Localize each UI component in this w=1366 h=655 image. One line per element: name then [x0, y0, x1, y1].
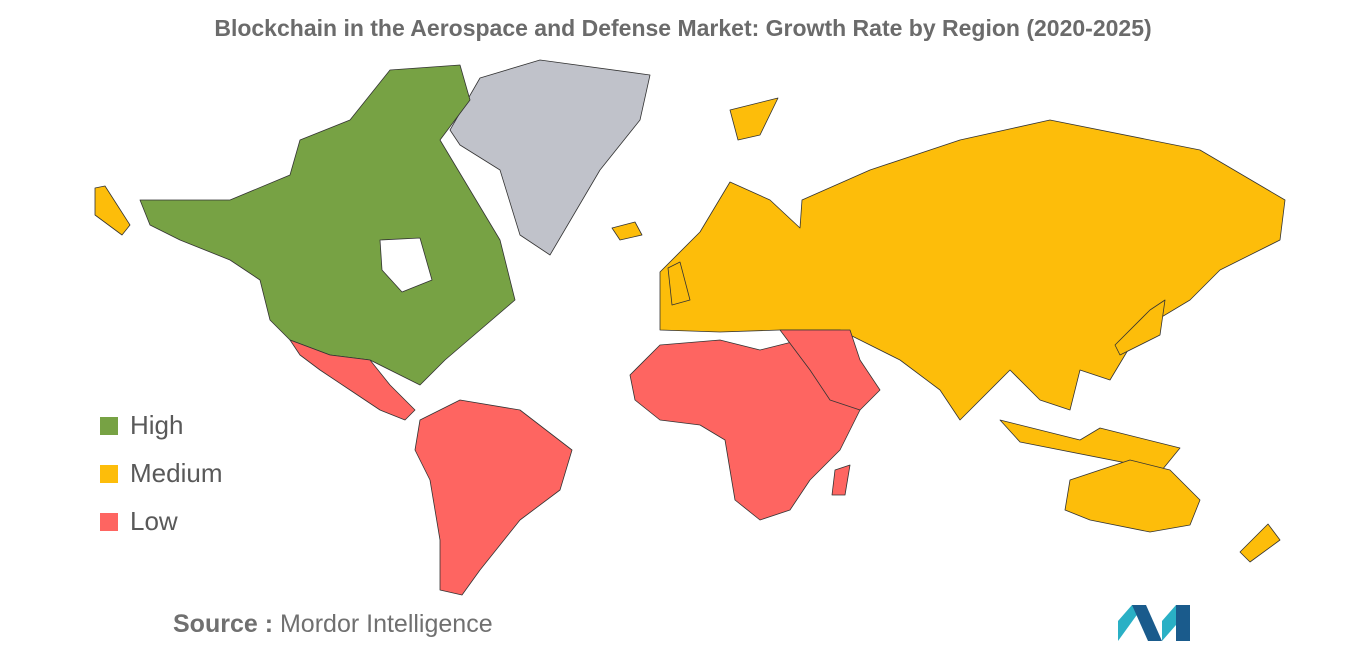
source-text: Mordor Intelligence: [280, 610, 493, 638]
legend-swatch: [100, 465, 118, 483]
world-map: [94, 59, 1286, 596]
logo-part: [1132, 605, 1162, 641]
alaska-tip: [94, 185, 131, 236]
legend-label: Low: [130, 506, 178, 536]
madagascar: [831, 464, 851, 496]
new-zealand: [1239, 523, 1281, 563]
south-america: [414, 399, 573, 596]
logo: [1118, 605, 1190, 641]
middle-east: [779, 329, 881, 411]
japan: [1114, 299, 1166, 356]
title: Blockchain in the Aerospace and Defense …: [214, 15, 1151, 41]
greenland: [449, 59, 651, 256]
legend: High Medium Low: [100, 410, 222, 536]
source-label: Source :: [173, 610, 273, 638]
africa: [629, 339, 861, 521]
legend-swatch: [100, 417, 118, 435]
australia: [1064, 459, 1201, 533]
uk: [667, 261, 691, 306]
logo-part: [1162, 605, 1176, 641]
legend-swatch: [100, 513, 118, 531]
legend-label: High: [130, 410, 183, 440]
svalbard: [729, 97, 779, 141]
iceland: [611, 221, 643, 241]
central-america: [289, 339, 416, 421]
source: Source : Mordor Intelligence: [173, 610, 493, 638]
se-asia-islands: [999, 419, 1181, 471]
hudson-bay: [379, 237, 433, 293]
legend-label: Medium: [130, 458, 222, 488]
north-america: [139, 64, 516, 386]
logo-part: [1176, 605, 1190, 641]
